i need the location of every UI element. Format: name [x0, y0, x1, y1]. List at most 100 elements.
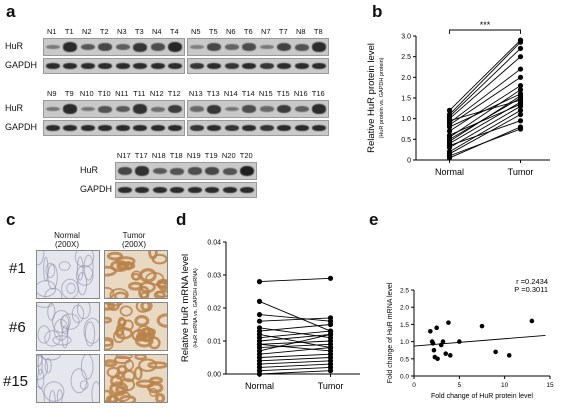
lane-label: T6: [243, 27, 253, 36]
hur-blot-strip: [43, 100, 185, 118]
y-axis-label: Fold change of HuR mRNA level: [387, 282, 394, 383]
hur-band: [242, 43, 257, 51]
lane-label: N1: [46, 27, 57, 36]
pair-line: [449, 68, 521, 124]
gapdh-band: [259, 125, 274, 131]
pair-line: [449, 48, 521, 117]
y-tick-label: 0.04: [207, 240, 221, 247]
pair-line: [259, 343, 331, 352]
hur-band: [168, 41, 183, 53]
hur-band: [115, 105, 130, 113]
pair-line: [449, 114, 521, 155]
gapdh-blot-strip: [187, 120, 329, 136]
hur-band: [45, 44, 60, 50]
data-point: [447, 353, 453, 358]
y-tick-label: 2.0: [400, 305, 409, 312]
normal-point: [446, 149, 453, 155]
panel-letter-d: d: [176, 210, 187, 229]
tumor-point: [517, 91, 524, 97]
pair-line: [449, 39, 521, 111]
panel-letter-e: e: [369, 210, 379, 229]
pair-line: [449, 85, 521, 132]
gapdh-band: [115, 125, 130, 131]
y-tick-label: 2.5: [400, 288, 409, 295]
gapdh-band: [222, 187, 237, 193]
gapdh-band: [259, 63, 274, 69]
tumor-point: [517, 74, 524, 80]
tumor-point: [517, 83, 524, 89]
lane-label: N16: [293, 89, 308, 98]
gapdh-band: [168, 63, 183, 69]
hur-band: [98, 43, 113, 51]
significance-bracket: [449, 29, 521, 34]
y-tick-label: 0.01: [207, 339, 221, 346]
x-tick-label: Tumor: [318, 381, 344, 391]
tumor-point: [517, 107, 524, 113]
hur-band: [168, 104, 183, 114]
pair-line: [259, 324, 331, 332]
data-point: [506, 353, 512, 358]
hur-band: [259, 106, 274, 112]
pair-line: [449, 41, 521, 115]
gapdh-band: [312, 125, 327, 131]
pair-line: [259, 363, 331, 368]
pair-line: [449, 110, 521, 153]
gapdh-band: [150, 125, 165, 131]
y-tick-label: 1.0: [401, 116, 411, 123]
lane-label: T8: [313, 27, 323, 36]
lane-label: N9: [46, 89, 57, 98]
data-point: [435, 356, 440, 362]
lane-label: T5: [208, 27, 218, 36]
ihc-col-tumor: Tumor (200X): [104, 231, 164, 249]
pair-line: [449, 56, 521, 120]
lane-label: T11: [133, 89, 146, 98]
gapdh-band: [63, 63, 78, 69]
lane-label: N18: [151, 151, 166, 160]
gapdh-band: [133, 125, 148, 131]
x-tick-label: 15: [546, 382, 554, 389]
lane-label: T20: [239, 151, 253, 160]
hur-band: [224, 106, 239, 112]
hur-band: [45, 106, 60, 112]
hur-band: [240, 165, 255, 177]
lane-label: T4: [169, 27, 179, 36]
tumor-point: [517, 66, 524, 72]
hur-band: [222, 167, 237, 175]
hur-band: [150, 43, 165, 51]
x-tick-label: Normal: [435, 167, 464, 177]
hur-blot-strip: [187, 100, 329, 118]
tumor-point: [517, 101, 524, 107]
hur-band: [152, 167, 167, 175]
pair-line: [449, 89, 521, 138]
ihc-normal-tissue-image: [36, 354, 100, 403]
lane-label: T19: [204, 151, 218, 160]
pair-line: [449, 105, 521, 148]
lane-label: T3: [134, 27, 144, 36]
ihc-row-15: #15: [3, 373, 29, 390]
gapdh-row-label: GAPDH: [80, 184, 113, 194]
tumor-point: [327, 315, 334, 321]
hur-band: [224, 44, 239, 50]
hur-band: [63, 104, 78, 114]
ihc-row-6: #6: [9, 319, 26, 336]
y-axis-sublabel: (HuR mRNA vs. GAPDH mRNA): [193, 268, 199, 348]
pair-line: [449, 103, 521, 136]
lane-label: N11: [115, 89, 129, 98]
y-tick-label: 0.5: [400, 356, 409, 363]
hur-band: [98, 105, 113, 113]
y-tick-label: 1.0: [400, 339, 409, 346]
lane-label: T7: [278, 27, 288, 36]
y-tick-label: 3.0: [401, 34, 411, 41]
gapdh-band: [152, 187, 167, 193]
lane-label: N5: [190, 27, 201, 36]
hur-band: [294, 105, 309, 113]
hur-band: [187, 167, 202, 175]
gapdh-band: [187, 187, 202, 193]
pair-line: [449, 120, 521, 146]
pair-line: [259, 300, 331, 332]
gapdh-band: [242, 63, 257, 69]
gapdh-band: [224, 125, 239, 131]
lane-label: N13: [188, 89, 203, 98]
gapdh-band: [135, 187, 150, 193]
